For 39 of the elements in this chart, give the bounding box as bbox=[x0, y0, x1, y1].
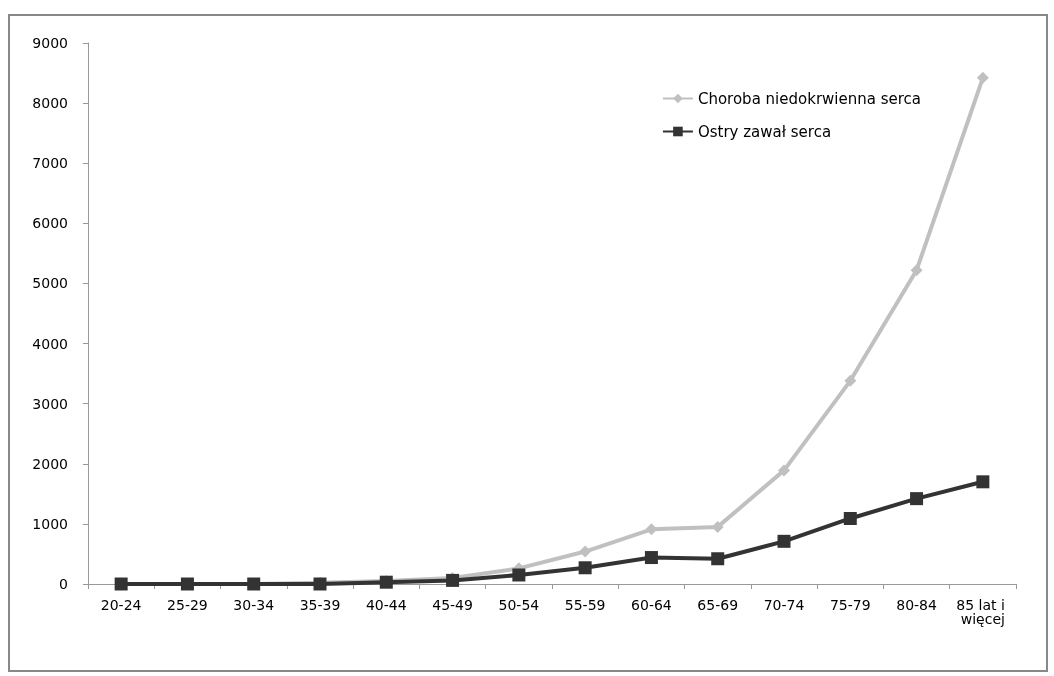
x-tick-label: 75-79 bbox=[829, 597, 871, 613]
y-tick-label: 1000 bbox=[32, 515, 68, 532]
x-tick-label: 55-59 bbox=[564, 597, 606, 613]
point bbox=[512, 568, 526, 582]
point bbox=[910, 264, 923, 277]
y-tick-label: 9000 bbox=[32, 35, 68, 51]
x-tick-label: 30-34 bbox=[233, 597, 275, 613]
point bbox=[711, 552, 725, 566]
x-tick-label: 20-24 bbox=[100, 597, 142, 613]
y-tick-label: 6000 bbox=[32, 215, 68, 232]
x-tick-label: 45-49 bbox=[432, 597, 473, 613]
point bbox=[777, 534, 791, 548]
point bbox=[910, 492, 924, 506]
y-tick-label: 4000 bbox=[32, 335, 68, 352]
point bbox=[644, 551, 658, 565]
y-tick-label: 3000 bbox=[32, 395, 68, 412]
y-tick-label: 2000 bbox=[32, 455, 68, 472]
point bbox=[976, 475, 990, 489]
point bbox=[844, 374, 857, 387]
x-tick-label: 60-64 bbox=[631, 597, 672, 613]
x-tick-label: 65-69 bbox=[697, 597, 739, 613]
point bbox=[579, 545, 592, 558]
x-tick-label: 80-84 bbox=[896, 597, 937, 613]
y-tick-label: 7000 bbox=[32, 155, 68, 172]
point bbox=[843, 511, 857, 525]
point bbox=[578, 561, 592, 575]
x-tick-label: 50-54 bbox=[498, 597, 540, 613]
y-tick-label: 0 bbox=[59, 576, 68, 592]
point bbox=[778, 464, 790, 477]
x-tick-label: 70-74 bbox=[763, 597, 805, 613]
x-tick-label: 40-44 bbox=[365, 597, 407, 613]
y-tick-label: 5000 bbox=[32, 275, 68, 292]
x-tick-label: 25-29 bbox=[167, 597, 208, 613]
legend-label: Ostry zawał serca bbox=[697, 122, 832, 141]
legend-label: Choroba niedokrwienna serca bbox=[697, 89, 922, 108]
x-tick-label: 35-39 bbox=[299, 597, 341, 613]
y-tick-label: 8000 bbox=[32, 95, 68, 112]
point bbox=[976, 71, 989, 84]
x-tick-label: 85 lat i więcej bbox=[956, 597, 1010, 627]
